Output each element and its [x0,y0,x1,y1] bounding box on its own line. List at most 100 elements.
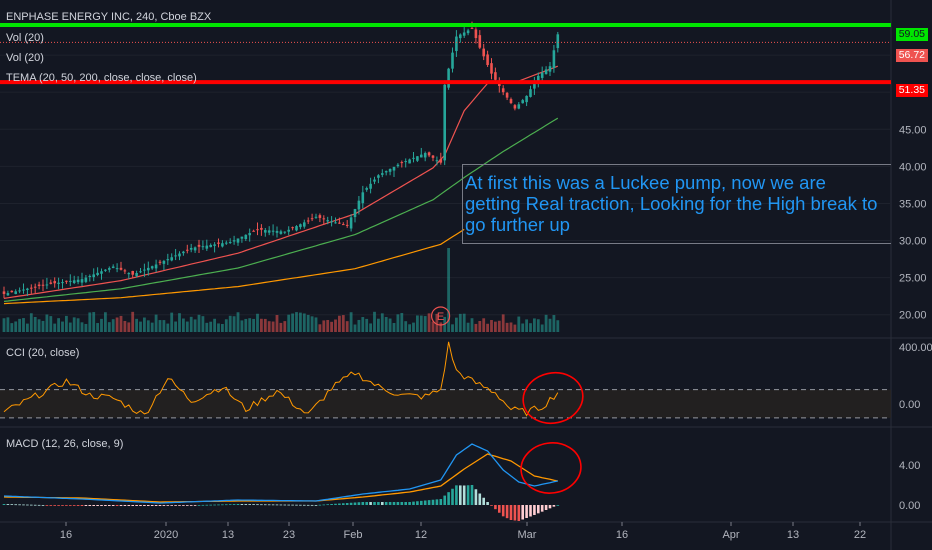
volume-bar [100,318,103,332]
volume-bar [61,321,64,332]
volume-bar [65,315,68,332]
macd-histogram-bar [100,505,103,506]
volume-bar [287,314,291,332]
macd-histogram-bar [306,504,310,506]
candle-body [252,230,255,232]
volume-bar [322,320,326,332]
macd-histogram-bar [104,505,107,506]
candle-body [84,277,88,282]
candle-body [154,264,158,269]
macd-histogram-bar [108,505,111,506]
macd-histogram-bar [338,503,341,505]
candle-body [466,30,470,34]
time-tick-label: 13 [222,529,234,541]
volume-bar [53,323,57,332]
time-tick-label: 2020 [154,529,178,541]
volume-bar [182,318,185,332]
candle-body [552,50,556,69]
volume-bar [244,318,248,332]
volume-bar [170,312,174,332]
volume-bar [349,312,353,332]
candle-body [462,32,466,36]
candle-body [217,242,220,244]
price-tick-label: 35.00 [899,198,927,210]
volume-bar [135,318,138,332]
time-tick-label: Apr [722,529,739,541]
volume-bar [521,323,525,332]
volume-bar [505,322,509,332]
volume-bar [369,323,372,332]
volume-bar [174,321,177,332]
candle-body [431,155,435,158]
vol-legend-2[interactable]: Vol (20) [6,52,44,64]
annotation-box[interactable] [462,164,891,244]
macd-histogram-bar [435,499,439,505]
macd-histogram-bar [345,503,349,505]
volume-bar [18,318,21,332]
cci-legend[interactable]: CCI (20, close) [6,347,80,359]
candle-body [459,34,462,39]
support-price-label: 51.35 [895,84,928,97]
candle-body [537,75,540,84]
macd-histogram-bar [18,504,21,506]
volume-bar [373,311,376,332]
volume-bar [240,320,244,332]
candle-body [357,200,361,210]
volume-bar [486,323,489,332]
macd-histogram-bar [396,502,400,505]
macd-histogram-bar [174,505,177,506]
candle-body [423,153,427,158]
macd-histogram-bar [334,503,337,505]
volume-bar [146,320,150,332]
macd-histogram-bar [556,505,560,506]
candle-body [338,222,341,224]
candle-body [322,218,326,220]
volume-bar [408,324,411,332]
volume-bar [416,315,419,332]
candle-body [478,35,482,48]
annotation-text[interactable]: At first this was a Luckee pump, now we … [465,172,878,235]
volume-bar [92,312,96,332]
candle-body [18,290,21,292]
volume-bar [127,322,131,332]
macd-histogram-bar [240,504,244,505]
candle-body [14,291,17,295]
macd-histogram-bar [501,505,505,517]
volume-bar [193,319,197,332]
candle-body [178,253,181,257]
macd-histogram-bar [61,505,64,506]
macd-histogram-bar [6,504,10,505]
macd-histogram-bar [271,504,275,506]
vol-legend-1[interactable]: Vol (20) [6,32,44,44]
volume-bar [548,318,552,332]
macd-histogram-bar [41,505,45,506]
candle-body [295,226,298,231]
volume-bar [236,312,240,332]
candle-body [162,260,166,264]
tema-legend[interactable]: TEMA (20, 50, 200, close, close, close) [6,72,197,84]
volume-bar [45,314,49,332]
volume-bar [104,312,107,332]
volume-bar [529,323,532,332]
volume-bar [419,315,423,332]
symbol-title: ENPHASE ENERGY INC, 240, Cboe BZX [6,11,212,23]
volume-bar [517,316,521,332]
macd-histogram-bar [486,502,489,505]
candle-body [10,290,14,293]
cci-line [3,341,559,417]
volume-bar [228,315,232,332]
macd-histogram-bar [119,505,123,506]
candle-body [384,171,388,173]
cci-highlight-circle [522,371,584,425]
macd-legend[interactable]: MACD (12, 26, close, 9) [6,438,124,450]
volume-bar [314,317,318,332]
candle-body [540,72,544,78]
macd-histogram-bar [509,505,513,520]
macd-histogram-bar [178,505,181,506]
macd-histogram-bar [53,505,56,506]
volume-bar [119,315,123,332]
candle-body [275,231,279,233]
candle-body [306,220,310,222]
macd-histogram-bar [248,504,251,505]
